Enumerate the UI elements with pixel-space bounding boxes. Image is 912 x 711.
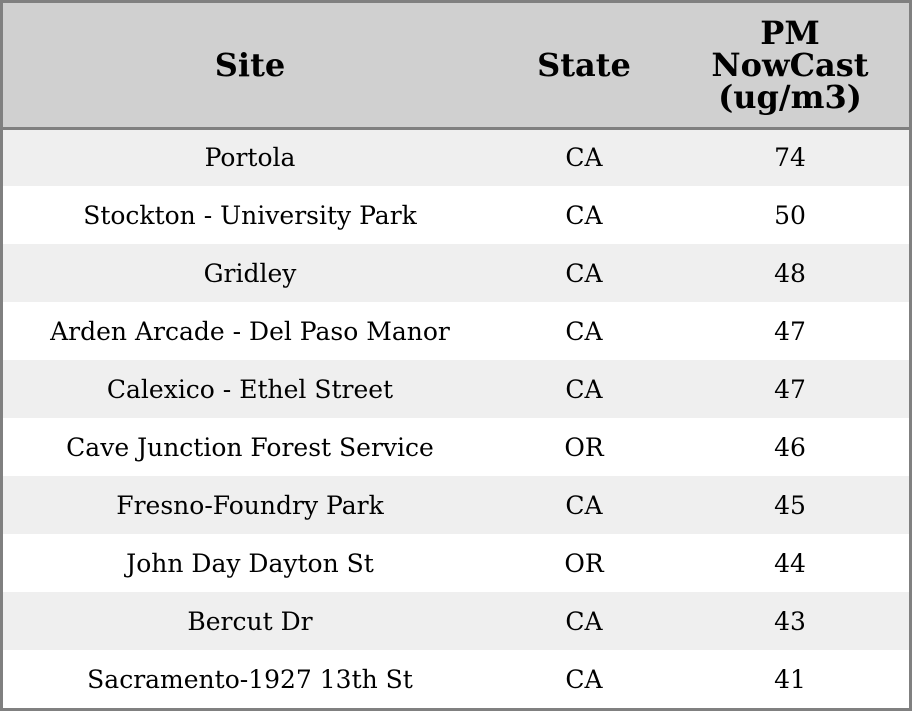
cell-state: OR xyxy=(564,548,604,578)
cell-state: CA xyxy=(565,490,603,520)
pm-nowcast-table: Site State PM NowCast (ug/m3) Portola CA 74 Sto… xyxy=(3,3,909,708)
table-row: Stockton - University Park CA 50 xyxy=(3,186,909,244)
table-row: Portola CA 74 xyxy=(3,128,909,186)
table-row: John Day Dayton St OR 44 xyxy=(3,534,909,592)
table-row: Calexico - Ethel Street CA 47 xyxy=(3,360,909,418)
cell-pm-nowcast: 50 xyxy=(774,200,806,230)
cell-state: CA xyxy=(565,316,603,346)
cell-pm-nowcast: 44 xyxy=(774,548,806,578)
table-row: Gridley CA 48 xyxy=(3,244,909,302)
table-row: Sacramento-1927 13th St CA 41 xyxy=(3,650,909,708)
column-header-site-line: Site xyxy=(214,45,286,84)
cell-pm-nowcast: 47 xyxy=(774,316,806,346)
cell-site: Calexico - Ethel Street xyxy=(106,374,394,404)
column-header-pm-nowcast-line: PM xyxy=(760,13,820,52)
cell-site: Portola xyxy=(204,143,296,173)
header-row: Site State PM NowCast (ug/m3) xyxy=(3,3,909,130)
column-header-pm-nowcast-line: (ug/m3) xyxy=(718,77,862,116)
cell-state: CA xyxy=(565,606,603,636)
table-body: Portola CA 74 Stockton - University Park CA 5… xyxy=(3,128,909,708)
cell-state: CA xyxy=(565,143,603,173)
cell-pm-nowcast: 45 xyxy=(774,490,806,520)
cell-site: Gridley xyxy=(203,258,297,288)
cell-state: CA xyxy=(565,200,603,230)
column-header-state-line: State xyxy=(537,45,631,84)
table-row: Cave Junction Forest Service OR 46 xyxy=(3,418,909,476)
table-header: Site State PM NowCast (ug/m3) xyxy=(3,3,909,130)
cell-state: OR xyxy=(564,432,604,462)
cell-site: Sacramento-1927 13th St xyxy=(87,664,413,694)
cell-state: CA xyxy=(565,374,603,404)
column-header-site: Site xyxy=(3,3,497,130)
table-row: Arden Arcade - Del Paso Manor CA 47 xyxy=(3,302,909,360)
table-row: Fresno-Foundry Park CA 45 xyxy=(3,476,909,534)
cell-site: John Day Dayton St xyxy=(126,548,374,578)
cell-pm-nowcast: 43 xyxy=(774,606,806,636)
table-row: Bercut Dr CA 43 xyxy=(3,592,909,650)
column-header-state: State xyxy=(497,3,671,130)
cell-site: Stockton - University Park xyxy=(83,200,417,230)
cell-pm-nowcast: 47 xyxy=(774,374,806,404)
cell-site: Cave Junction Forest Service xyxy=(66,432,434,462)
cell-pm-nowcast: 41 xyxy=(774,664,806,694)
column-header-pm-nowcast: PM NowCast (ug/m3) xyxy=(671,3,909,130)
column-header-pm-nowcast-line: NowCast xyxy=(711,45,869,84)
cell-state: CA xyxy=(565,258,603,288)
cell-site: Bercut Dr xyxy=(187,606,313,636)
cell-pm-nowcast: 74 xyxy=(774,143,806,173)
cell-state: CA xyxy=(565,664,603,694)
cell-pm-nowcast: 48 xyxy=(774,258,806,288)
cell-site: Fresno-Foundry Park xyxy=(116,490,384,520)
cell-pm-nowcast: 46 xyxy=(774,432,806,462)
cell-site: Arden Arcade - Del Paso Manor xyxy=(50,316,450,346)
